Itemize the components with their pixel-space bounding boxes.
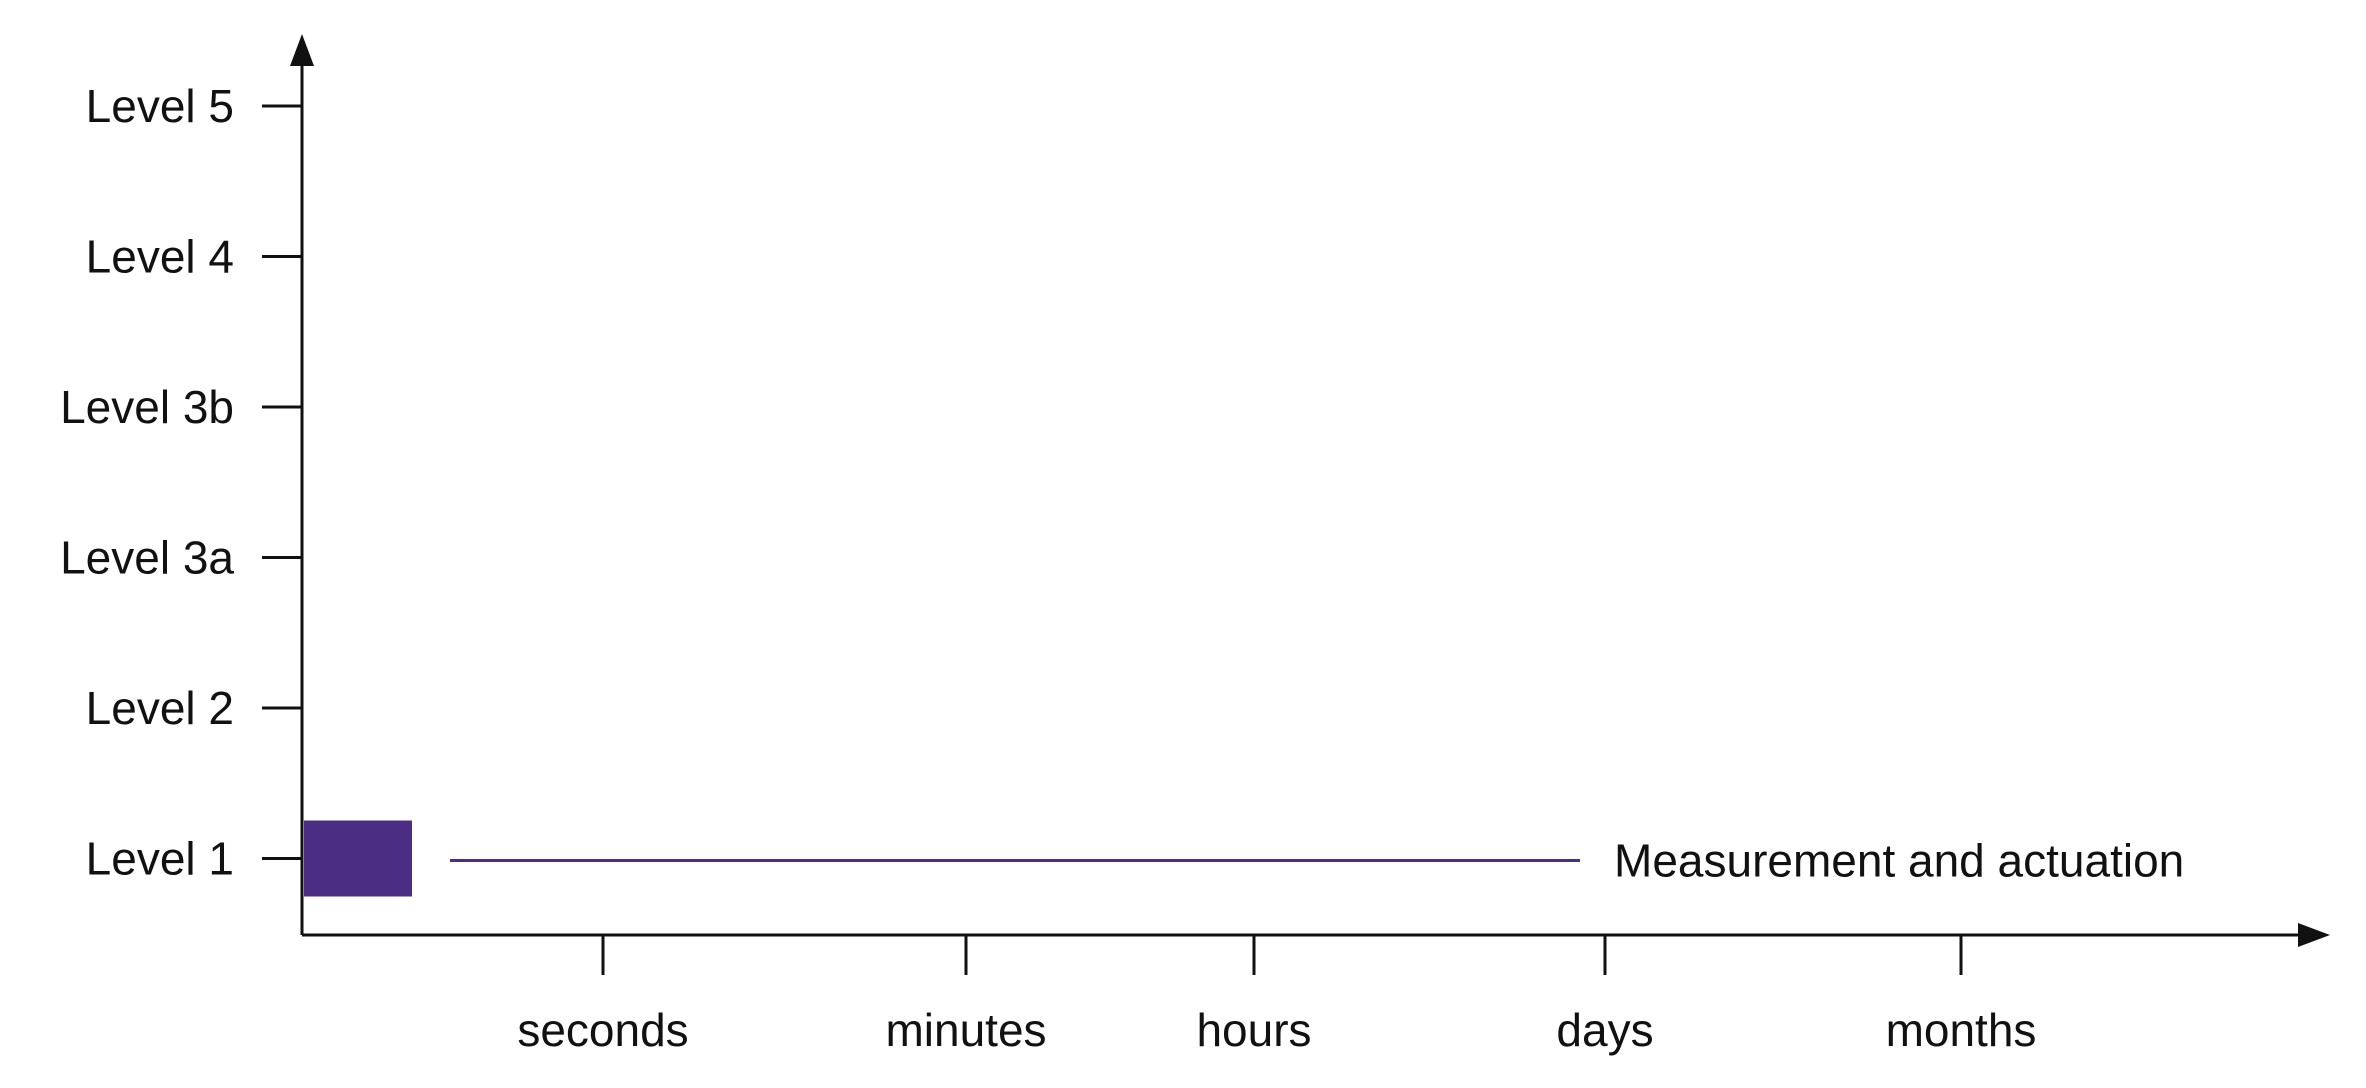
x-axis-arrow bbox=[2298, 923, 2330, 947]
y-axis-arrow bbox=[290, 34, 314, 66]
x-tick-label: minutes bbox=[885, 1004, 1046, 1056]
y-tick-label: Level 3b bbox=[60, 381, 234, 433]
bars-group: Measurement and actuation bbox=[304, 820, 2184, 897]
x-tick-label: seconds bbox=[517, 1004, 688, 1056]
y-tick-label: Level 1 bbox=[86, 833, 234, 885]
y-tick-label: Level 4 bbox=[86, 231, 234, 283]
y-tick-label: Level 3a bbox=[60, 532, 234, 584]
y-tick-label: Level 2 bbox=[86, 682, 234, 734]
y-axis-ticks: Level 1 Level 2 Level 3a Level 3b Level 4 Lev… bbox=[60, 80, 302, 885]
x-tick-label: days bbox=[1556, 1004, 1653, 1056]
bar-level-1 bbox=[304, 820, 412, 897]
bar-annotation-label: Measurement and actuation bbox=[1614, 835, 2184, 887]
x-tick-label: hours bbox=[1196, 1004, 1311, 1056]
x-axis-ticks: seconds minutes hours days months bbox=[517, 935, 2036, 1056]
x-tick-label: months bbox=[1886, 1004, 2037, 1056]
y-tick-label: Level 5 bbox=[86, 80, 234, 132]
